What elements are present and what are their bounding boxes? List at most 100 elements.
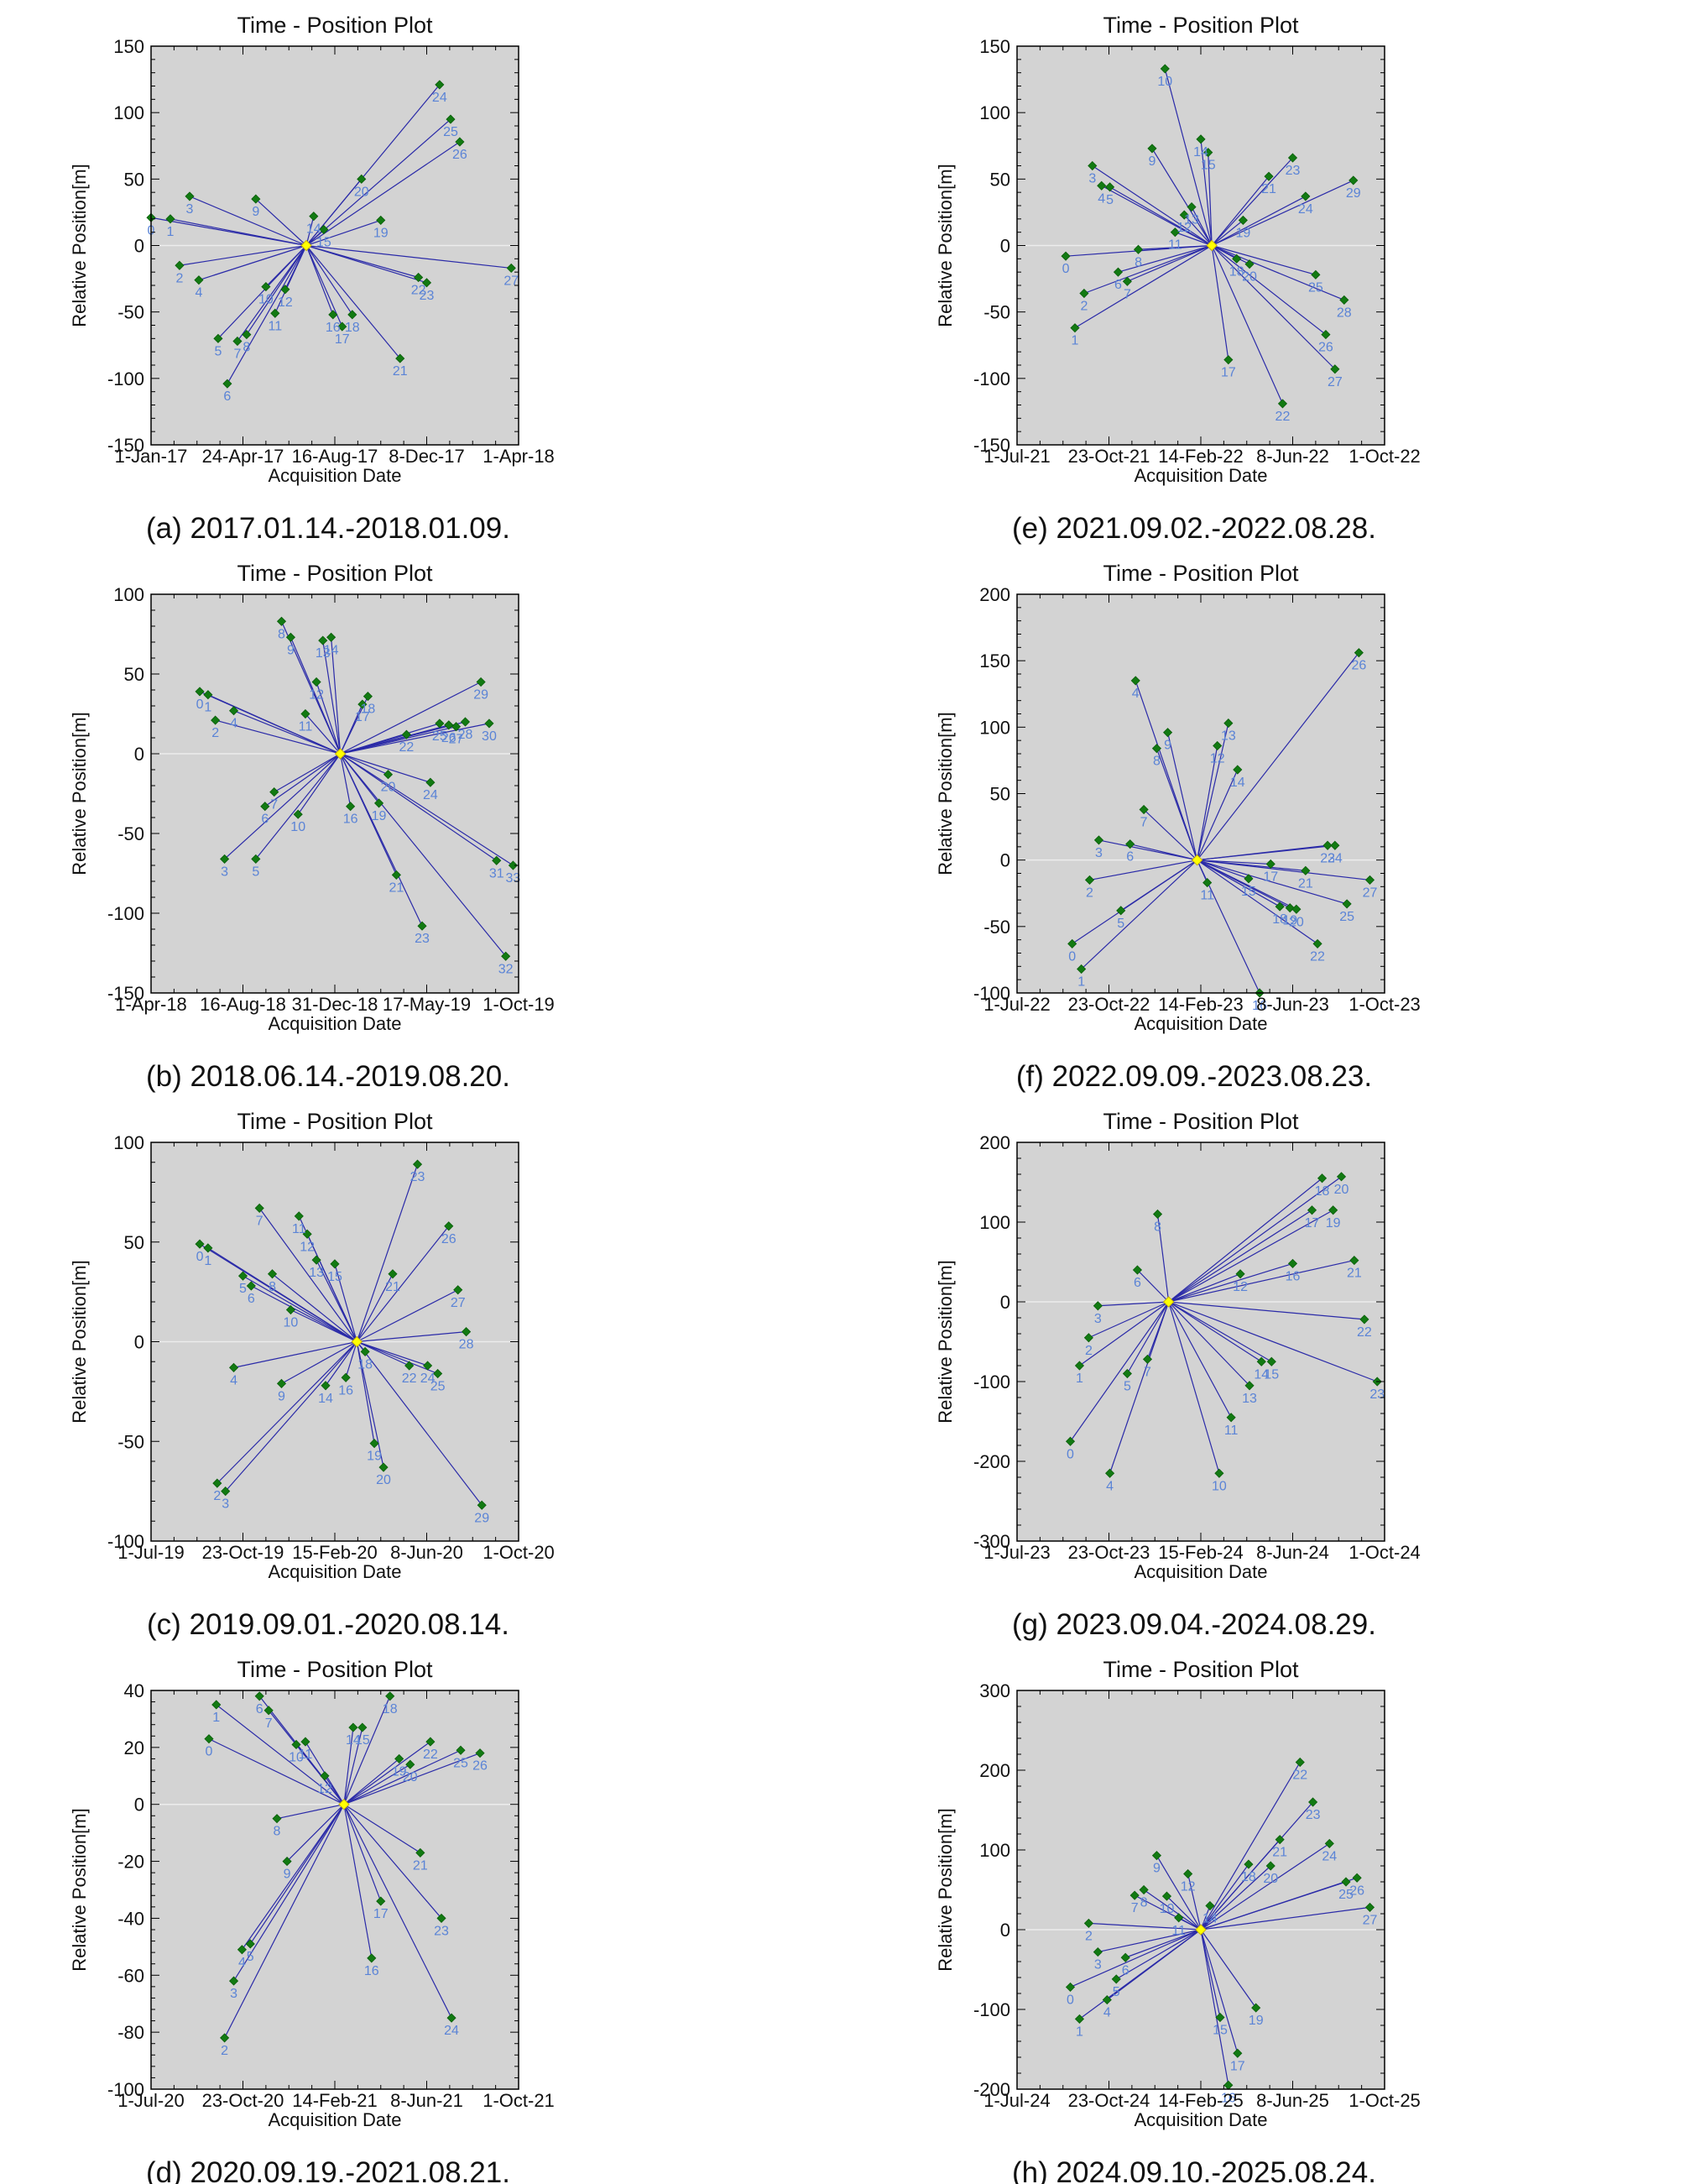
x-tick-label: 1-Jul-22 xyxy=(983,994,1050,1015)
y-tick-label: -200 xyxy=(973,2079,1010,2100)
baseline-line xyxy=(357,1340,410,1366)
data-point xyxy=(293,809,303,819)
master-point xyxy=(1206,239,1218,252)
point-label: 24 xyxy=(420,1372,436,1386)
point-label: 18 xyxy=(1272,912,1287,927)
baseline-line xyxy=(305,84,441,246)
figure-caption: (c) 2019.09.01.-2020.08.14. xyxy=(147,1608,509,1641)
data-point xyxy=(395,353,405,363)
baseline-line xyxy=(208,1738,345,1805)
baseline-line xyxy=(322,640,342,755)
data-point xyxy=(1142,1354,1153,1364)
baseline-line xyxy=(343,1763,411,1805)
point-label: 11 xyxy=(269,319,283,333)
x-tick-label: 14-Feb-22 xyxy=(1158,446,1244,467)
baseline-line xyxy=(1143,809,1198,861)
point-label: 8 xyxy=(278,627,285,641)
y-tick-label: 150 xyxy=(979,36,1010,57)
baseline-line xyxy=(1200,1929,1221,2018)
data-point xyxy=(1328,1205,1338,1215)
data-point xyxy=(1330,840,1340,850)
point-label: 19 xyxy=(1326,1216,1341,1230)
point-label: 12 xyxy=(300,1240,315,1254)
baseline-line xyxy=(1098,839,1197,861)
data-point xyxy=(330,1259,340,1269)
point-label: 10 xyxy=(284,1316,299,1330)
point-label: 23 xyxy=(1320,851,1335,865)
data-point xyxy=(1083,1333,1093,1343)
baseline-line xyxy=(274,753,341,793)
x-axis-label: Acquisition Date xyxy=(269,1561,402,1582)
data-point xyxy=(319,224,329,235)
y-tick-label: -100 xyxy=(973,1372,1010,1392)
data-point xyxy=(435,718,445,729)
point-label: 20 xyxy=(376,1473,391,1487)
chart-title: Time - Position Plot xyxy=(1103,1109,1299,1134)
data-point xyxy=(276,616,287,626)
point-label: 6 xyxy=(1122,1963,1129,1978)
baseline-line xyxy=(305,219,381,247)
point-label: 4 xyxy=(195,286,202,300)
x-tick-label: 8-Jun-25 xyxy=(1256,2090,1329,2111)
baseline-line xyxy=(1092,165,1213,246)
point-label: 8 xyxy=(1140,1896,1148,1910)
data-point xyxy=(285,632,296,642)
point-label: 1 xyxy=(1072,334,1079,348)
point-label: 21 xyxy=(1347,1267,1362,1281)
baseline-line xyxy=(343,1804,452,2019)
point-label: 20 xyxy=(381,781,396,795)
baseline-line xyxy=(1146,1301,1170,1360)
point-label: 25 xyxy=(1339,910,1354,924)
data-point xyxy=(1061,251,1071,261)
point-label: 5 xyxy=(1113,1985,1120,1999)
baseline-line xyxy=(1211,180,1354,247)
baseline-line xyxy=(334,1263,357,1342)
data-point xyxy=(1074,1361,1085,1371)
data-point xyxy=(435,80,445,90)
point-label: 16 xyxy=(364,1964,379,1978)
baseline-line xyxy=(237,245,307,342)
data-point xyxy=(405,1759,415,1769)
y-tick-label: -100 xyxy=(973,368,1010,389)
baseline-line xyxy=(1197,723,1229,860)
data-point xyxy=(1093,1301,1103,1311)
baseline-line xyxy=(343,1804,373,1959)
data-point xyxy=(272,1814,282,1824)
point-label: 23 xyxy=(415,932,430,946)
data-point xyxy=(1163,728,1173,738)
data-point xyxy=(1265,1861,1275,1871)
x-axis-label: Acquisition Date xyxy=(269,465,402,486)
y-tick-label: -100 xyxy=(107,368,144,389)
baseline-line xyxy=(224,753,341,859)
baseline-line xyxy=(325,1341,357,1387)
data-point xyxy=(391,870,401,880)
point-label: 12 xyxy=(278,295,293,310)
point-label: 5 xyxy=(214,344,222,358)
point-label: 20 xyxy=(1289,915,1304,929)
baseline-line xyxy=(305,118,451,246)
baseline-line xyxy=(1168,1210,1312,1303)
data-point xyxy=(203,690,213,700)
data-point xyxy=(185,191,195,201)
baseline-line xyxy=(255,198,307,246)
x-tick-label: 17-May-19 xyxy=(383,994,471,1015)
y-tick-label: 0 xyxy=(1000,236,1010,257)
master-point xyxy=(351,1335,363,1348)
baseline-line xyxy=(1151,148,1213,246)
baseline-line xyxy=(1074,244,1213,329)
data-point xyxy=(357,174,367,184)
point-label: 8 xyxy=(1135,255,1142,269)
data-point xyxy=(346,802,356,812)
baseline-line xyxy=(357,1340,438,1375)
baseline-line xyxy=(297,753,342,815)
point-label: 13 xyxy=(1242,1392,1257,1406)
baseline-line xyxy=(1187,1873,1202,1931)
baseline-line xyxy=(233,1804,345,1982)
point-label: 5 xyxy=(1117,917,1124,931)
baseline-line xyxy=(305,245,401,359)
y-tick-label: 300 xyxy=(979,1680,1010,1701)
x-tick-label: 1-Oct-20 xyxy=(483,1542,555,1563)
point-label: 1 xyxy=(204,701,211,715)
